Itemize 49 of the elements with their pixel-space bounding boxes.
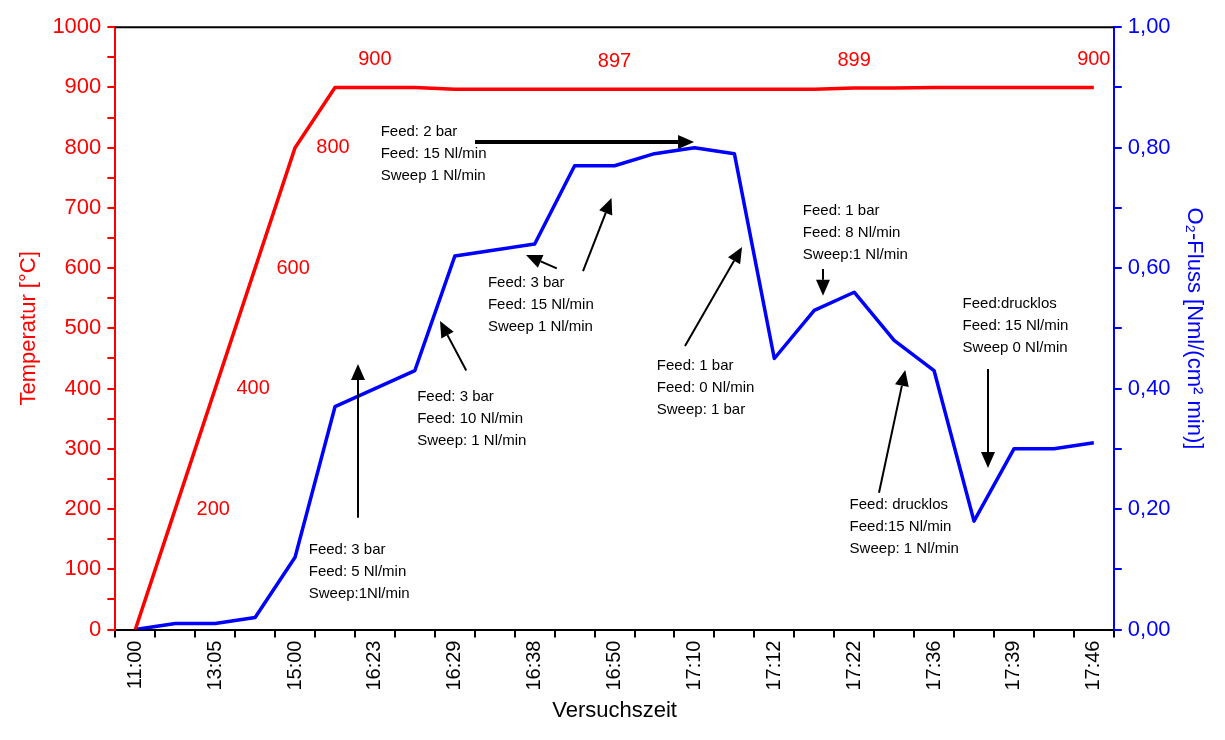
y2-tick-label: 0,60 <box>1127 254 1171 280</box>
x-tick-label: 17:39 <box>1001 640 1024 691</box>
y-tick-label: 800 <box>64 133 102 159</box>
x-tick-label: 17:12 <box>761 640 784 691</box>
x-tick-label: 16:23 <box>362 640 385 691</box>
y-axis-title: Temperatur [°C] <box>15 251 41 406</box>
y-tick-label: 1000 <box>52 13 102 39</box>
y-tick-label: 300 <box>64 434 102 460</box>
data-label: 400 <box>236 376 270 399</box>
y-tick-label: 200 <box>64 495 102 521</box>
x-tick-label: 11:00 <box>122 640 145 690</box>
annotation: Feed: 3 bar Feed: 5 Nl/min Sweep:1Nl/min <box>308 538 410 603</box>
annotation: Feed: 2 bar Feed: 15 Nl/min Sweep 1 Nl/min <box>380 121 487 185</box>
data-label: 899 <box>837 47 871 70</box>
y-tick-label: 500 <box>64 314 102 340</box>
y2-tick-label: 0,20 <box>1127 495 1171 521</box>
x-tick-label: 17:46 <box>1081 640 1104 691</box>
annotation: Feed: 3 bar Feed: 15 Nl/min Sweep 1 Nl/min <box>487 271 594 336</box>
x-tick-label: 15:00 <box>282 640 305 691</box>
y-tick-label: 600 <box>64 254 102 280</box>
y2-tick-label: 0,80 <box>1127 133 1171 159</box>
y2-tick-label: 0,00 <box>1127 615 1171 641</box>
annotation: Feed: 1 bar Feed: 0 Nl/min Sweep: 1 bar <box>656 355 755 420</box>
data-label: 897 <box>597 48 632 71</box>
data-label: 900 <box>358 46 392 69</box>
x-tick-label: 16:29 <box>442 640 465 691</box>
x-tick-label: 17:36 <box>921 640 944 691</box>
y-tick-label: 700 <box>64 193 102 219</box>
x-tick-label: 13:05 <box>202 640 225 691</box>
x-tick-label: 16:50 <box>602 640 625 691</box>
data-label: 600 <box>276 255 310 278</box>
y2-axis-title: O₂-Fluss [Nml/(cm² min)] <box>1182 207 1208 450</box>
annotation: Feed:drucklos Feed: 15 Nl/min Sweep 0 Nl/min <box>962 293 1069 358</box>
y-tick-label: 900 <box>64 73 102 99</box>
x-tick-label: 16:38 <box>522 640 545 691</box>
y-tick-label: 100 <box>64 555 102 581</box>
annotation: Feed: 3 bar Feed: 10 Nl/min Sweep: 1 Nl/min <box>417 386 527 451</box>
data-label: 200 <box>196 496 230 519</box>
x-tick-label: 17:22 <box>841 640 864 691</box>
annotation: Feed: drucklos Feed:15 Nl/min Sweep: 1 Nl/min <box>849 494 959 559</box>
y-tick-label: 400 <box>64 374 102 400</box>
y-tick-label: 0 <box>89 615 102 641</box>
y2-tick-label: 0,40 <box>1127 374 1171 400</box>
data-label: 800 <box>316 135 350 158</box>
x-axis-title: Versuchszeit <box>552 696 677 722</box>
data-label: 900 <box>1077 46 1111 69</box>
annotation: Feed: 1 bar Feed: 8 Nl/min Sweep:1 Nl/min <box>802 200 908 265</box>
x-tick-label: 17:10 <box>681 640 704 691</box>
y2-tick-label: 1,00 <box>1127 13 1171 39</box>
